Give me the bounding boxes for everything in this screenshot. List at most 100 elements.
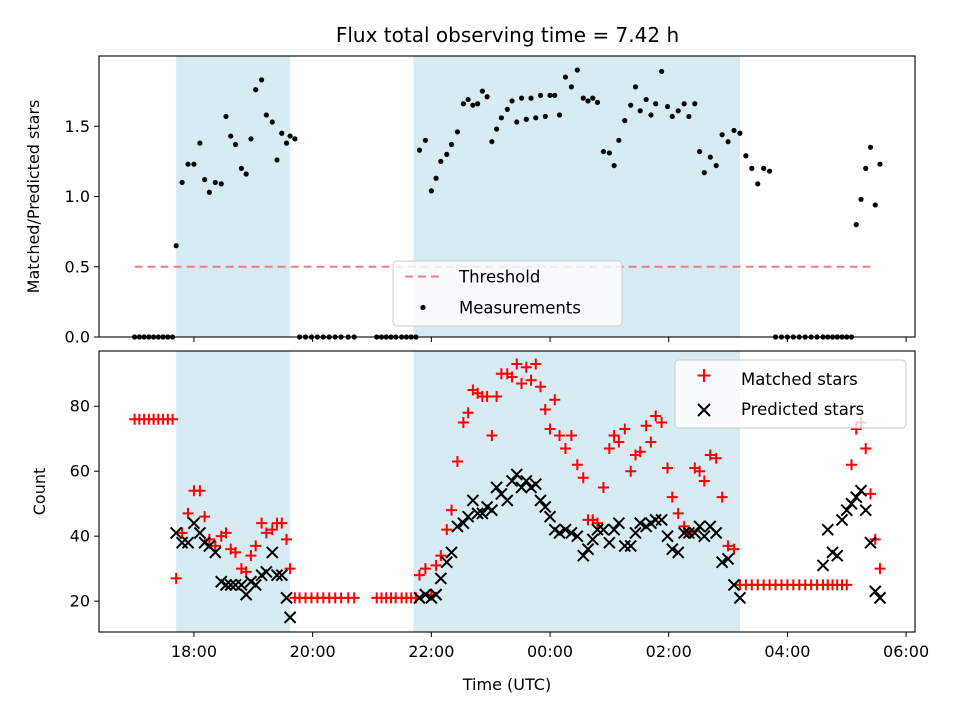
- predicted-star-point: [835, 513, 849, 527]
- measurement-point: [858, 196, 864, 202]
- matched-star-point: [170, 572, 182, 584]
- matched-star-point: [613, 436, 625, 448]
- matched-star-point: [176, 527, 188, 539]
- measurement-point: [542, 113, 548, 120]
- matched-star-point: [276, 517, 288, 529]
- measurement-point: [484, 94, 490, 100]
- matched-star-point: [284, 563, 296, 575]
- predicted-star-point: [666, 542, 679, 556]
- matched-star-point: [678, 520, 690, 532]
- measurement-point: [853, 222, 859, 228]
- matched-star-point: [544, 423, 556, 435]
- matched-star-point: [256, 517, 268, 529]
- measurement-point: [218, 181, 224, 187]
- predicted-star-point: [429, 588, 443, 601]
- measurement-point: [686, 113, 692, 120]
- x-axis-label: Time (UTC): [462, 675, 551, 694]
- measurement-point: [223, 113, 229, 120]
- measurement-point: [556, 112, 563, 118]
- predicted-star-point: [845, 497, 858, 510]
- predicted-star-point: [419, 588, 432, 601]
- matched-star-point: [451, 455, 463, 467]
- measurement-point: [173, 243, 179, 249]
- predicted-star-point: [655, 513, 668, 527]
- matched-star-point: [520, 361, 532, 373]
- predicted-star-point: [515, 481, 528, 494]
- measurement-point: [448, 141, 455, 148]
- measurement-point: [863, 165, 869, 171]
- legend-matched-swatch: [697, 369, 711, 382]
- chart-title: Flux total observing time = 7.42 h: [336, 23, 679, 47]
- matched-star-point: [430, 559, 442, 571]
- matched-star-point: [864, 488, 876, 500]
- top-y-tick-label: 1.0: [65, 187, 90, 206]
- measurement-point: [202, 177, 208, 183]
- predicted-star-point: [571, 529, 584, 543]
- measurement-point: [274, 157, 280, 163]
- matched-star-point: [199, 511, 211, 523]
- measurement-point: [279, 130, 285, 136]
- predicted-star-point: [586, 533, 599, 546]
- legend-measurements-label: Measurements: [459, 299, 581, 318]
- measurement-point: [664, 103, 671, 110]
- matched-star-point: [666, 491, 678, 503]
- bottom-y-tick-label: 20: [70, 592, 90, 611]
- matched-star-point: [457, 416, 469, 428]
- x-tick-label: 18:00: [171, 642, 217, 661]
- measurement-point: [269, 119, 275, 125]
- measurement-point: [454, 129, 461, 135]
- predicted-star-point: [501, 494, 514, 507]
- predicted-star-point: [445, 546, 458, 559]
- measurement-point: [590, 95, 596, 101]
- predicted-star-point: [677, 526, 691, 540]
- matched-star-point: [530, 358, 542, 370]
- measurement-point: [701, 170, 707, 176]
- predicted-star-point: [840, 503, 853, 517]
- matched-star-point: [506, 371, 518, 383]
- measurement-point: [509, 98, 515, 104]
- matched-star-point: [722, 540, 734, 552]
- matched-star-point: [619, 423, 631, 435]
- matched-star-point: [710, 452, 722, 464]
- top-y-tick-label: 1.5: [65, 117, 90, 136]
- measurement-point: [867, 144, 874, 150]
- measurement-point: [737, 130, 743, 136]
- top-legend: Threshold Measurements: [392, 260, 623, 327]
- matched-star-point: [656, 416, 668, 428]
- predicted-star-point: [559, 523, 572, 536]
- top-y-axis-label: Matched/Predicted stars: [24, 100, 43, 294]
- matched-star-point: [167, 413, 179, 425]
- measurement-point: [504, 106, 510, 112]
- measurement-point: [574, 67, 580, 73]
- matched-star-point: [549, 394, 561, 406]
- measurement-point: [475, 101, 481, 107]
- x-tick-label: 04:00: [764, 642, 810, 661]
- measurement-point: [707, 154, 713, 160]
- predicted-star-point: [553, 526, 566, 540]
- predicted-star-point: [693, 520, 706, 533]
- predicted-star-point: [193, 526, 207, 540]
- matched-star-point: [182, 507, 194, 519]
- matched-star-point: [634, 446, 646, 458]
- measurement-point: [725, 139, 731, 145]
- predicted-star-point: [624, 539, 637, 553]
- measurement-point: [479, 88, 485, 94]
- measurement-point: [428, 188, 434, 194]
- matched-star-point: [525, 374, 537, 386]
- measurement-point: [197, 140, 203, 146]
- predicted-star-point: [529, 477, 542, 491]
- matched-star-point: [229, 546, 241, 558]
- matched-star-point: [203, 533, 215, 545]
- bottom-y-tick-label: 60: [70, 462, 90, 481]
- predicted-star-point: [543, 510, 557, 523]
- matched-star-point: [281, 533, 293, 545]
- matched-star-point: [462, 407, 474, 419]
- measurement-point: [523, 116, 529, 122]
- bottom-y-axis-label: Count: [30, 468, 49, 516]
- predicted-star-point: [709, 526, 723, 540]
- measurement-point: [643, 96, 649, 103]
- measurement-point: [494, 126, 500, 132]
- matched-star-point: [694, 465, 706, 477]
- matched-star-point: [650, 410, 662, 422]
- predicted-stars-points: [169, 468, 887, 624]
